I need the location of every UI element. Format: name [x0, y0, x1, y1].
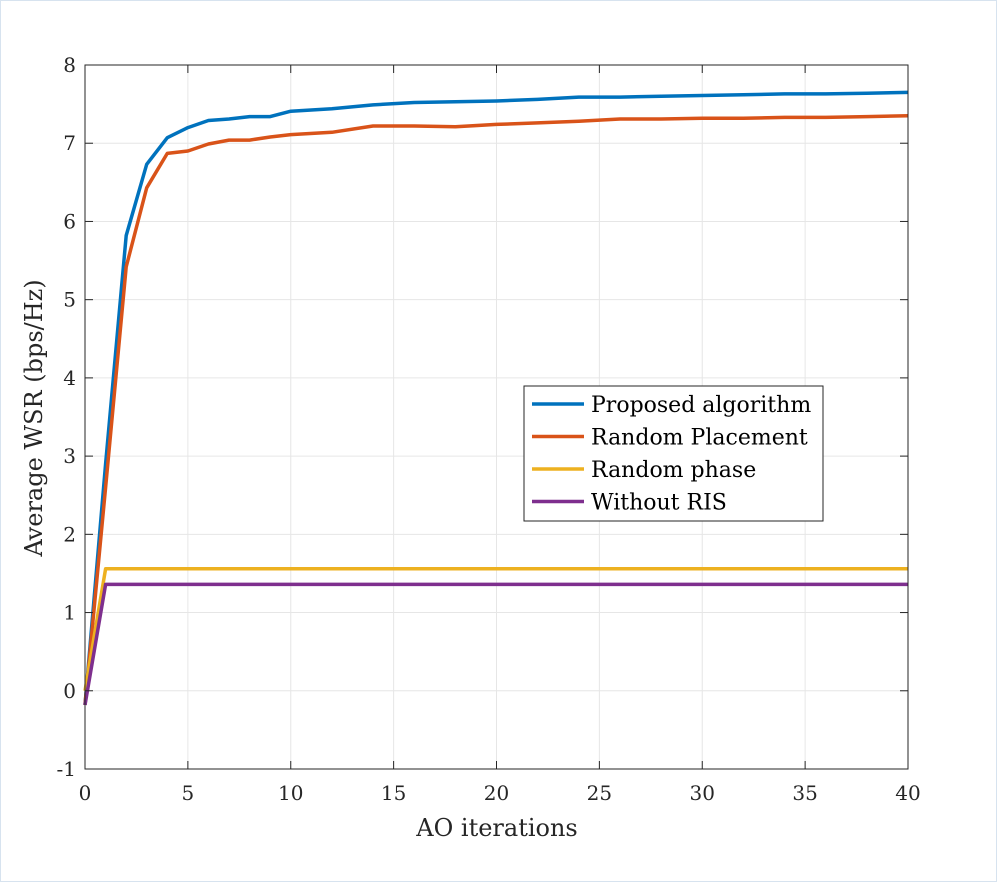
x-tick-label: 20: [484, 781, 509, 805]
x-tick-label: 5: [182, 781, 195, 805]
series-line-random-placement: [83, 114, 909, 706]
y-tick-label: 8: [63, 53, 76, 77]
x-tick-label: 15: [381, 781, 406, 805]
legend-box: [523, 385, 824, 522]
y-tick-label: 7: [63, 131, 76, 155]
series-line-proposed-algorithm: [83, 90, 909, 706]
y-tick-label: 0: [63, 679, 76, 703]
series-layer: [83, 90, 909, 706]
y-tick-label: -1: [57, 757, 76, 781]
legend: Proposed algorithm Random Placement Random…: [523, 385, 824, 522]
x-tick-label: 40: [895, 781, 920, 805]
series-line-without-ris: [83, 582, 908, 706]
x-tick-label: 25: [587, 781, 612, 805]
y-tick-label: 5: [63, 288, 76, 312]
axis-ticks: [84, 64, 909, 770]
x-tick-label: 30: [690, 781, 715, 805]
x-tick-label: 35: [792, 781, 817, 805]
y-tick-label: 3: [63, 444, 76, 468]
legend-label: Random phase: [591, 458, 756, 483]
x-axis-title: AO iterations: [415, 814, 577, 842]
y-tick-label: 2: [63, 522, 76, 546]
legend-label: Random Placement: [591, 426, 808, 451]
legend-label: Proposed algorithm: [591, 393, 811, 418]
y-tick-label: 4: [63, 366, 76, 390]
x-tick-label: 0: [79, 781, 92, 805]
legend-label: Without RIS: [591, 491, 727, 516]
y-tick-label: 1: [63, 601, 76, 625]
y-axis-title: Average WSR (bps/Hz): [20, 279, 48, 557]
series-line-random-phase: [83, 567, 908, 692]
y-tick-label: 6: [63, 209, 76, 233]
x-tick-label: 10: [278, 781, 303, 805]
